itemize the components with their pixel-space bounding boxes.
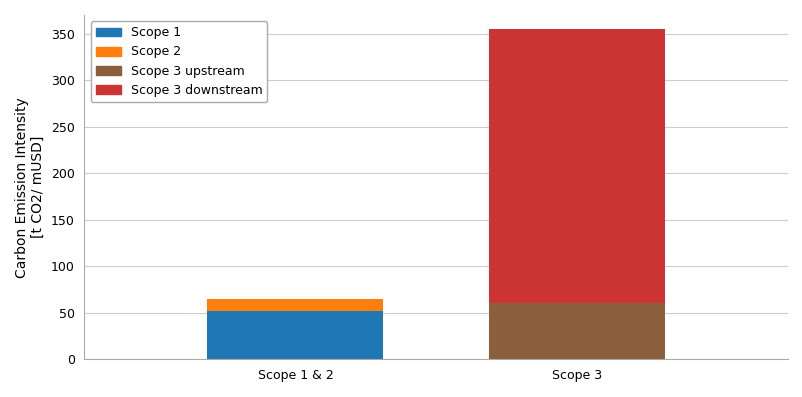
Bar (207, 311, 383, 359)
Legend: Scope 1, Scope 2, Scope 3 upstream, Scope 3 downstream: Scope 1, Scope 2, Scope 3 upstream, Scop… (91, 21, 267, 102)
Y-axis label: Carbon Emission Intensity
[t CO2/ mUSD]: Carbon Emission Intensity [t CO2/ mUSD] (15, 97, 45, 278)
Bar (207, 299, 383, 311)
Bar (488, 303, 664, 359)
Bar (488, 29, 664, 303)
